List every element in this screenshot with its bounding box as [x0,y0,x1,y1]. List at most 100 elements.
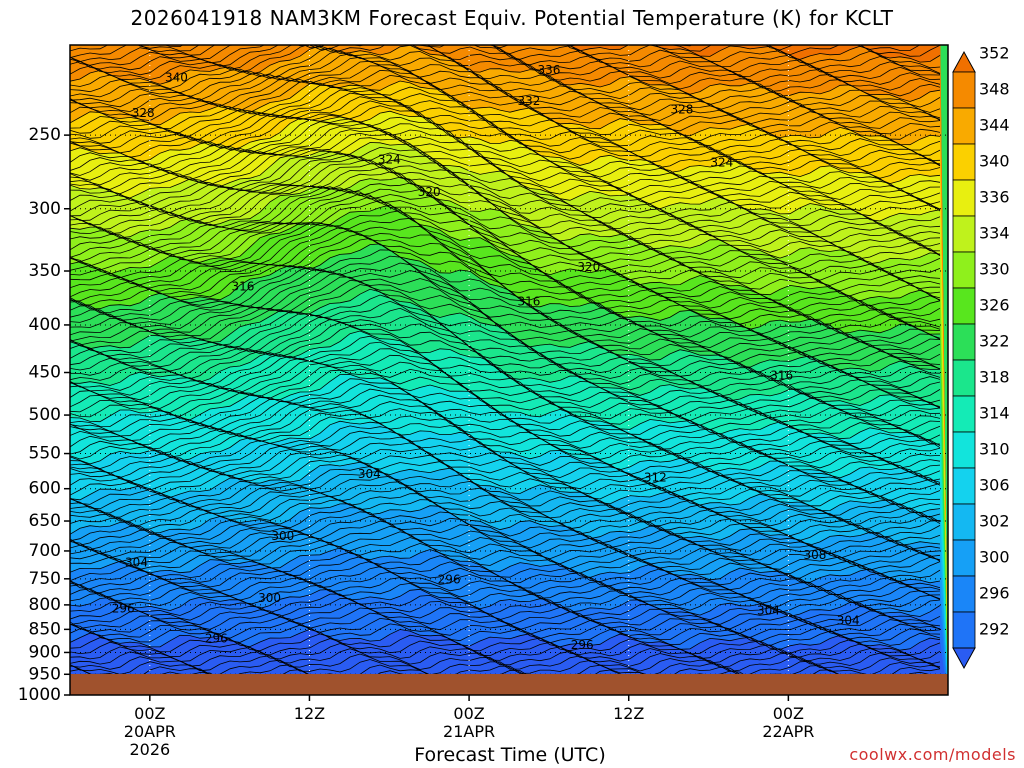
colorbar-label: 296 [979,584,1010,603]
contour-line [70,270,941,355]
contour-line [70,354,941,427]
contour-label: 304 [125,555,148,569]
x-tick-label: 12Z [613,704,644,723]
contour-line [70,288,941,372]
contour-line [70,121,941,195]
y-axis: 250 300 350 400 450 500 550 600 650 700 750 800 850 9… [18,125,70,705]
colorbar-label: 302 [979,512,1010,531]
colorbar-swatch [952,107,976,145]
y-tick-label: 700 [29,541,61,561]
contour-line [70,577,941,609]
y-tick-label: 750 [29,569,61,589]
contour-line [70,638,941,660]
x-tick-label: 12Z [294,704,325,723]
contour-line [70,383,941,450]
colorbar-min-arrow [952,647,976,670]
contour-line [70,593,941,622]
colorbar-swatch [952,503,976,541]
contour-line [70,87,941,156]
contour-line [70,154,941,237]
contour-line [70,182,941,270]
contour-line [70,487,941,534]
contour-label: 296 [438,572,461,586]
colorbar-label: 344 [979,116,1010,135]
contour-line [70,525,941,567]
contour-label: 296 [205,631,228,645]
contour-line [70,365,941,436]
x-tick-label: 22APR [762,722,814,741]
contour-label: 320 [577,260,600,274]
contour-label: 328 [670,103,693,117]
contour-line [70,45,941,102]
contour-line [70,126,941,205]
colorbar-swatch [952,359,976,397]
colorbar: 292 296 300 302 306 310 314 318 322 326 330 334 336 3… [952,44,1010,670]
x-tick-label: 00Z [453,704,484,723]
colorbar-swatch [952,431,976,469]
contour-line [70,315,941,394]
contour-line [70,237,941,331]
plot-area: 340 328 336 332 328 324 324 320 316 320 316 316 304 3… [70,45,948,695]
contour-line [70,167,941,256]
y-tick-label: 350 [29,261,61,281]
contour-label: 308 [804,548,827,562]
colorbar-label: 352 [979,44,1010,63]
x-tick-label: 20APR [124,722,176,741]
contour-line [70,394,941,460]
contour-line [70,243,941,335]
contour-line [70,69,941,135]
x-tick-label: 00Z [773,704,804,723]
y-tick-label: 550 [29,444,61,464]
colorbar-swatch [952,143,976,181]
y-tick-label: 250 [29,125,61,145]
contour-line [70,461,941,514]
colorbar-label: 318 [979,368,1010,387]
contour-line [70,204,941,302]
colorbar-label: 292 [979,620,1010,639]
contour-line [70,137,941,217]
contour-line [70,408,941,469]
contour-line [70,284,941,370]
contour-labels: 340 328 336 332 328 324 324 320 316 320 316 316 304 3… [112,63,860,652]
contour-line [70,193,940,289]
contour-label: 304 [358,467,381,481]
contour-line [70,196,941,294]
contour-line [70,45,941,91]
colorbar-swatch [952,539,976,577]
contour-line [70,249,941,339]
x-tick-label: 2026 [129,740,170,759]
colorbar-label: 336 [979,188,1010,207]
contour-label: 296 [571,638,594,652]
colorbar-swatch [952,467,976,505]
y-tick-label: 450 [29,363,61,383]
contour-line [70,507,941,551]
contour-line [70,470,941,521]
contour-line [70,217,941,311]
contour-line [70,187,941,275]
contour-line [70,531,941,571]
colorbar-label: 326 [979,296,1010,315]
colorbar-swatch [952,323,976,361]
colorbar-label: 322 [979,332,1010,351]
x-tick-label: 00Z [134,704,165,723]
plot-frame [69,44,949,696]
contour-label: 324 [378,153,401,167]
contour-line [70,262,941,350]
contour-line [70,96,941,168]
contour-line [70,633,941,656]
contour-line [70,210,941,307]
contour-line [70,190,941,285]
contour-line [70,45,941,75]
grid [70,45,948,695]
contour-line [70,457,941,510]
y-tick-label: 850 [29,619,61,639]
contour-label: 304 [837,614,860,628]
contour-label: 296 [112,601,135,615]
contour-line [70,56,941,121]
credit-link[interactable]: coolwx.com/models [849,745,1016,764]
contour-line [70,330,941,409]
contour-line [70,326,941,408]
y-tick-label: 900 [29,642,61,662]
contour-line [70,425,941,486]
contour-line [70,53,941,119]
